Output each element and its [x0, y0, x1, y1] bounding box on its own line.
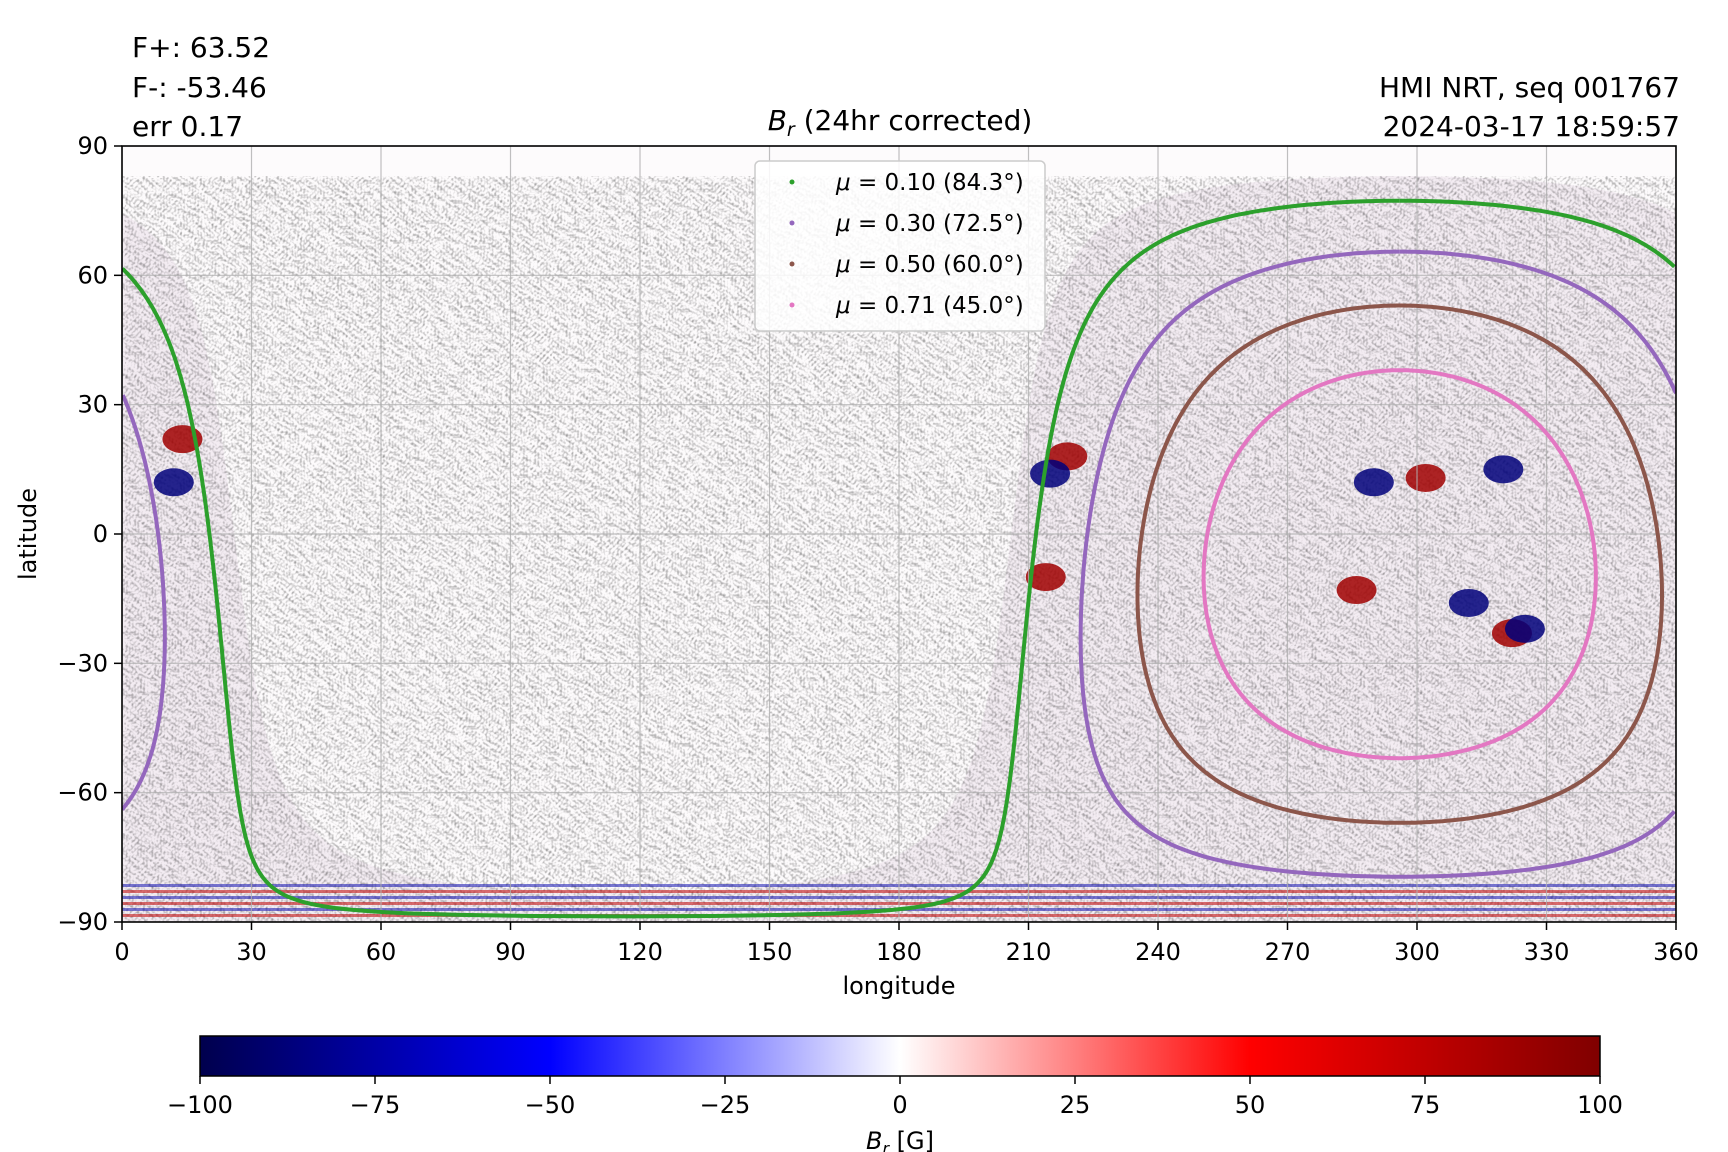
- active-region-12: [1405, 463, 1446, 492]
- x-axis-label: longitude: [842, 972, 955, 1000]
- error-value: err 0.17: [132, 110, 244, 143]
- x-tick-label-0: 0: [114, 938, 129, 966]
- colorbar-tick-label-4: 0: [892, 1091, 907, 1119]
- legend-label-4: μ = 0.71 (45.0°): [835, 293, 1024, 319]
- legend-marker-3: [789, 261, 795, 267]
- chart-title: Br (24hr corrected): [768, 104, 1033, 141]
- x-tick-label-150: 150: [747, 938, 793, 966]
- legend-box: [754, 160, 1046, 332]
- colorbar-tick-label-1: −75: [350, 1091, 401, 1119]
- y-tick-label-60: 60: [77, 261, 108, 289]
- colorbar-ticks: −100 −75 −50 −25 0 25 50 75 100: [167, 1076, 1623, 1119]
- x-tick-label-300: 300: [1394, 938, 1440, 966]
- colorbar-tick-label-3: −25: [700, 1091, 751, 1119]
- mu-contour-2-segment-1: [1399, 249, 1676, 395]
- colorbar: [199, 1035, 1601, 1077]
- legend-label-2: μ = 0.30 (72.5°): [835, 211, 1024, 237]
- x-axis-ticks: 0 30 60 90 120 150 180 210 240 270 300 330 360: [114, 922, 1699, 966]
- y-axis-label: latitude: [14, 488, 42, 580]
- active-region-11: [1353, 468, 1394, 497]
- active-region-7: [1504, 614, 1545, 643]
- legend-marker-1: [789, 179, 795, 185]
- x-tick-label-90: 90: [495, 938, 526, 966]
- y-tick-label--90: −90: [57, 908, 108, 936]
- mu-contour-2-segment-2: [122, 394, 167, 811]
- y-tick-label-0: 0: [93, 520, 108, 548]
- x-tick-label-330: 330: [1524, 938, 1570, 966]
- colorbar-tick-label-5: 25: [1060, 1091, 1091, 1119]
- negative-noise: [125, 178, 1676, 922]
- x-tick-label-360: 360: [1653, 938, 1699, 966]
- y-tick-label--60: −60: [57, 779, 108, 807]
- active-region-9: [1483, 455, 1524, 484]
- mu-contour-3-segment-1: [1135, 303, 1664, 825]
- active-region-2: [1030, 459, 1071, 488]
- x-tick-label-240: 240: [1135, 938, 1181, 966]
- y-tick-label--30: −30: [57, 649, 108, 677]
- x-tick-label-210: 210: [1006, 938, 1052, 966]
- y-tick-label-30: 30: [77, 391, 108, 419]
- colorbar-label: Br [G]: [866, 1127, 934, 1152]
- x-tick-label-30: 30: [236, 938, 267, 966]
- timestamp: 2024-03-17 18:59:57: [1382, 110, 1680, 143]
- legend-marker-4: [789, 302, 795, 308]
- active-region-5: [153, 468, 194, 497]
- y-axis-ticks: −90 −60 −30 0 30 60 90: [57, 132, 122, 936]
- active-region-3: [1025, 563, 1066, 592]
- legend-label-3: μ = 0.50 (60.0°): [835, 252, 1024, 278]
- colorbar-tick-label-0: −100: [167, 1091, 233, 1119]
- legend: μ = 0.10 (84.3°) μ = 0.30 (72.5°) μ = 0.50…: [754, 160, 1046, 332]
- mu-contour-1-segment-1: [1399, 198, 1676, 269]
- active-region-8: [1448, 588, 1489, 617]
- flux-negative: F-: -53.46: [132, 71, 267, 104]
- mu-contour-1-segment-2: [122, 198, 1400, 919]
- colorbar-tick-label-6: 50: [1235, 1091, 1266, 1119]
- colorbar-tick-label-2: −50: [525, 1091, 576, 1119]
- legend-label-1: μ = 0.10 (84.3°): [835, 170, 1024, 196]
- y-tick-label-90: 90: [77, 132, 108, 160]
- x-tick-label-120: 120: [617, 938, 663, 966]
- x-tick-label-270: 270: [1265, 938, 1311, 966]
- mu-contour-4-segment-1: [1201, 368, 1598, 761]
- legend-marker-2: [789, 220, 795, 226]
- colorbar-tick-label-7: 75: [1410, 1091, 1441, 1119]
- mu-contours: [122, 198, 1676, 919]
- mu-contour-2-segment-3: [1078, 249, 1676, 879]
- flux-positive: F+: 63.52: [132, 31, 271, 64]
- x-tick-label-180: 180: [876, 938, 922, 966]
- data-source: HMI NRT, seq 001767: [1378, 71, 1680, 104]
- colorbar-tick-label-8: 100: [1577, 1091, 1623, 1119]
- active-region-10: [1336, 576, 1377, 605]
- x-tick-label-60: 60: [366, 938, 397, 966]
